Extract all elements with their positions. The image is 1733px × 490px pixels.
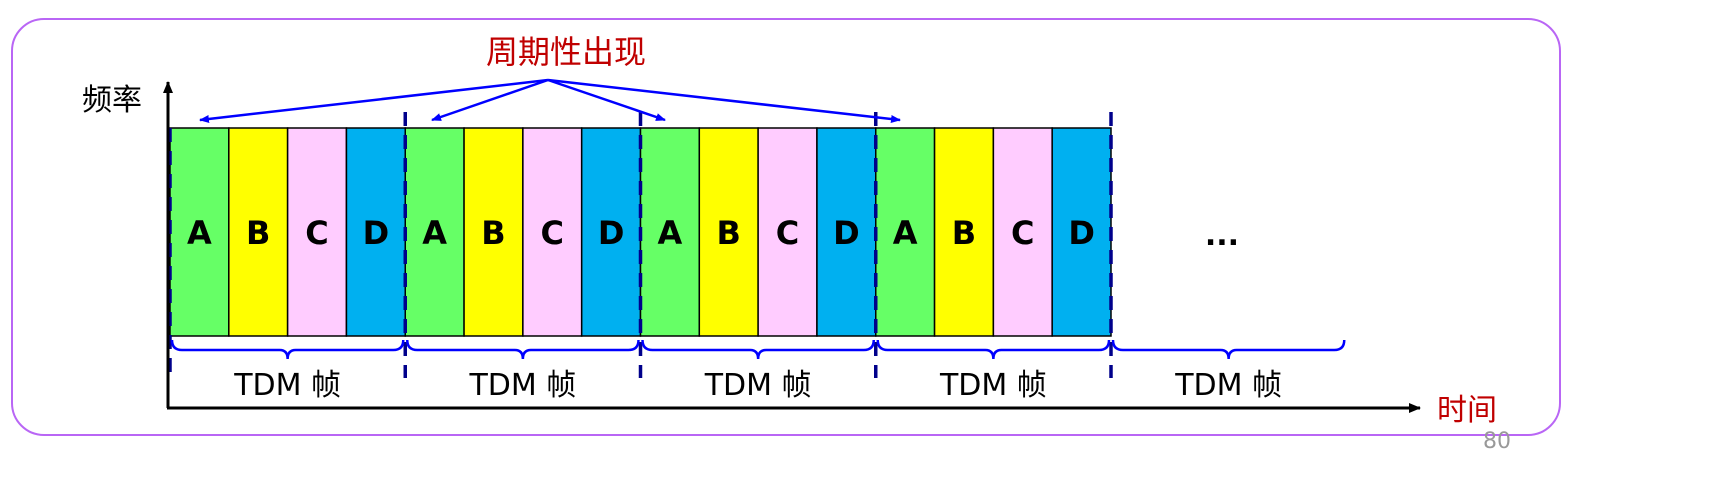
slot-a	[875, 127, 936, 337]
periodic-arrow	[547, 78, 666, 122]
slot-d	[345, 127, 406, 337]
title: 周期性出现	[485, 33, 646, 71]
slot-d	[816, 127, 877, 337]
y-axis-label: 频率	[82, 83, 142, 118]
slot-label: A	[422, 214, 447, 252]
frame-brace	[641, 339, 875, 360]
frame-brace	[170, 339, 405, 360]
frame-brace	[876, 339, 1111, 360]
slot-label: C	[1011, 214, 1034, 252]
slot-a	[169, 127, 230, 337]
frame-label: TDM 帧	[1174, 368, 1282, 403]
slot-label: C	[776, 214, 799, 252]
slot-label: D	[598, 214, 625, 252]
slot-b	[228, 127, 289, 337]
slot-label: D	[363, 214, 390, 252]
slot-label: A	[893, 214, 918, 252]
slot-label: B	[717, 214, 741, 252]
frame-label: TDM 帧	[233, 368, 341, 403]
x-axis-label: 时间	[1437, 393, 1497, 428]
slot-label: B	[246, 214, 270, 252]
slot-d	[1051, 127, 1112, 337]
slot-c	[757, 127, 818, 337]
frame-label: TDM 帧	[468, 368, 576, 403]
slot-a	[639, 127, 701, 337]
slot-label: A	[658, 214, 683, 252]
ellipsis: ...	[1205, 218, 1239, 253]
periodic-arrow	[547, 78, 901, 123]
periodic-arrow	[199, 78, 549, 123]
frame-brace	[406, 339, 640, 360]
frame-label: TDM 帧	[939, 368, 1047, 403]
slot-label: C	[541, 214, 564, 252]
frame-label: TDM 帧	[704, 368, 812, 403]
slot-label: D	[1068, 214, 1095, 252]
slot-label: C	[305, 214, 328, 252]
slot-c	[992, 127, 1053, 337]
slot-d	[580, 127, 642, 337]
slot-b	[933, 127, 995, 337]
slot-label: B	[481, 214, 505, 252]
slot-label: D	[833, 214, 860, 252]
slot-c	[522, 127, 583, 337]
slot-label: B	[952, 214, 976, 252]
slide-border	[11, 18, 1561, 436]
slot-b	[698, 127, 759, 337]
page-number: 80	[1483, 429, 1511, 454]
slot-label: A	[187, 214, 212, 252]
slot-b	[463, 127, 524, 337]
periodic-arrow	[431, 78, 549, 122]
frame-brace	[1111, 339, 1346, 360]
